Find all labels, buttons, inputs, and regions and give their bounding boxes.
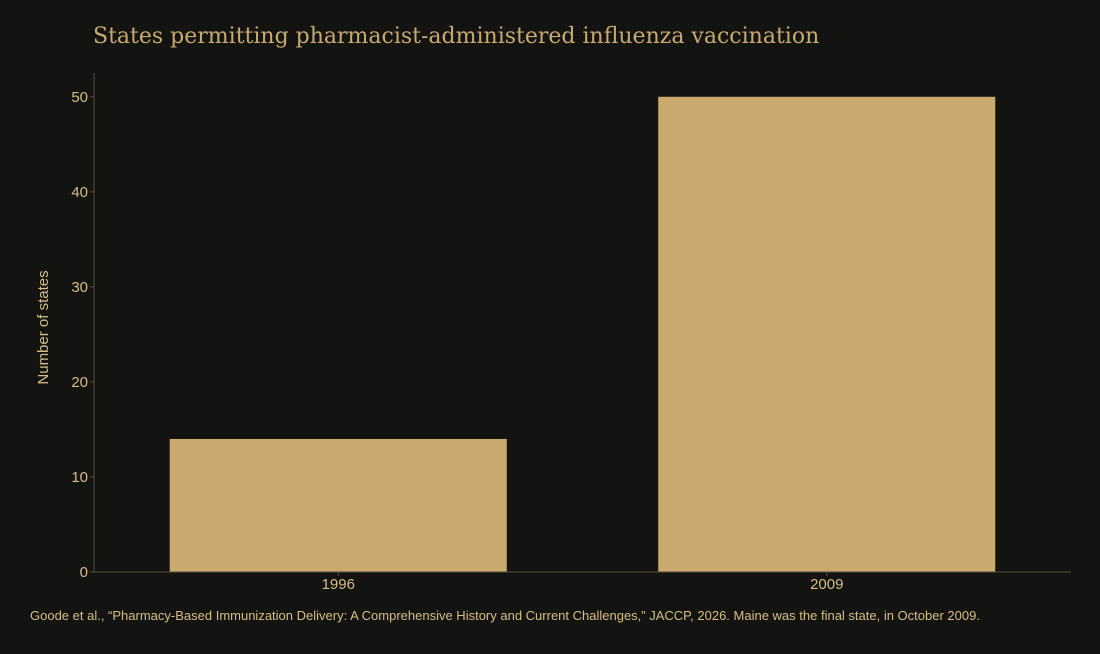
chart-title: States permitting pharmacist-administere… bbox=[93, 24, 820, 49]
bar-2009 bbox=[658, 96, 996, 572]
y-axis-title: Number of states bbox=[35, 270, 52, 384]
y-tick-label: 20 bbox=[71, 374, 88, 391]
source-note: Goode et al., “Pharmacy-Based Immunizati… bbox=[30, 608, 980, 623]
bar-1996 bbox=[169, 438, 507, 572]
y-tick-label: 50 bbox=[71, 89, 88, 106]
y-tick-label: 0 bbox=[80, 564, 88, 581]
bars-layer bbox=[169, 96, 996, 572]
y-tick-label: 10 bbox=[71, 469, 88, 486]
x-tick-label: 1996 bbox=[322, 576, 355, 593]
x-ticks: 1996 2009 bbox=[322, 572, 843, 593]
x-tick-label: 2009 bbox=[810, 576, 843, 593]
y-tick-label: 30 bbox=[71, 279, 88, 296]
axes-layer bbox=[93, 73, 1071, 573]
y-ticks: 0 10 20 30 40 50 bbox=[71, 89, 94, 581]
y-tick-label: 40 bbox=[71, 184, 88, 201]
